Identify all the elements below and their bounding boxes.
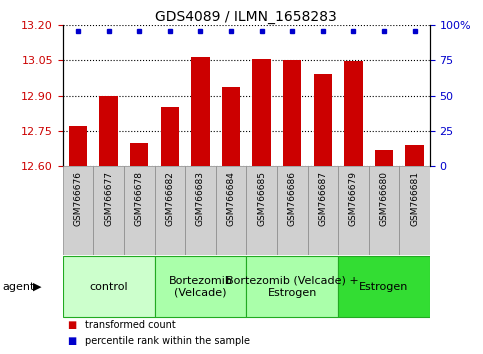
- Bar: [155, 166, 185, 255]
- Bar: [155, 256, 246, 317]
- Text: GSM766681: GSM766681: [410, 171, 419, 226]
- Bar: [222, 87, 240, 166]
- Bar: [338, 166, 369, 255]
- Bar: [99, 96, 118, 166]
- Text: GSM766677: GSM766677: [104, 171, 113, 226]
- Bar: [93, 166, 124, 255]
- Bar: [161, 107, 179, 166]
- Bar: [246, 166, 277, 255]
- Bar: [375, 150, 393, 166]
- Text: transformed count: transformed count: [85, 320, 175, 330]
- Text: ▶: ▶: [33, 282, 42, 292]
- Bar: [191, 57, 210, 166]
- Bar: [253, 59, 271, 166]
- Text: GSM766687: GSM766687: [318, 171, 327, 226]
- Bar: [69, 126, 87, 166]
- Bar: [399, 166, 430, 255]
- Bar: [63, 166, 93, 255]
- Bar: [130, 143, 148, 166]
- Text: GSM766676: GSM766676: [73, 171, 83, 226]
- Text: Estrogen: Estrogen: [359, 282, 409, 292]
- Text: ■: ■: [68, 336, 77, 346]
- Text: GSM766684: GSM766684: [227, 171, 236, 226]
- Bar: [246, 256, 338, 317]
- Text: Bortezomib (Velcade) +
Estrogen: Bortezomib (Velcade) + Estrogen: [226, 276, 358, 298]
- Title: GDS4089 / ILMN_1658283: GDS4089 / ILMN_1658283: [156, 10, 337, 24]
- Bar: [344, 61, 363, 166]
- Text: GSM766678: GSM766678: [135, 171, 144, 226]
- Bar: [185, 166, 216, 255]
- Bar: [63, 256, 155, 317]
- Bar: [124, 166, 155, 255]
- Bar: [308, 166, 338, 255]
- Bar: [313, 74, 332, 166]
- Text: GSM766680: GSM766680: [380, 171, 388, 226]
- Bar: [277, 166, 308, 255]
- Bar: [405, 145, 424, 166]
- Text: GSM766679: GSM766679: [349, 171, 358, 226]
- Text: ■: ■: [68, 320, 77, 330]
- Bar: [216, 166, 246, 255]
- Text: percentile rank within the sample: percentile rank within the sample: [85, 336, 250, 346]
- Text: GSM766683: GSM766683: [196, 171, 205, 226]
- Bar: [338, 256, 430, 317]
- Bar: [283, 60, 301, 166]
- Text: agent: agent: [2, 282, 35, 292]
- Bar: [369, 166, 399, 255]
- Text: GSM766685: GSM766685: [257, 171, 266, 226]
- Text: control: control: [89, 282, 128, 292]
- Text: GSM766686: GSM766686: [288, 171, 297, 226]
- Text: Bortezomib
(Velcade): Bortezomib (Velcade): [169, 276, 232, 298]
- Text: GSM766682: GSM766682: [165, 171, 174, 226]
